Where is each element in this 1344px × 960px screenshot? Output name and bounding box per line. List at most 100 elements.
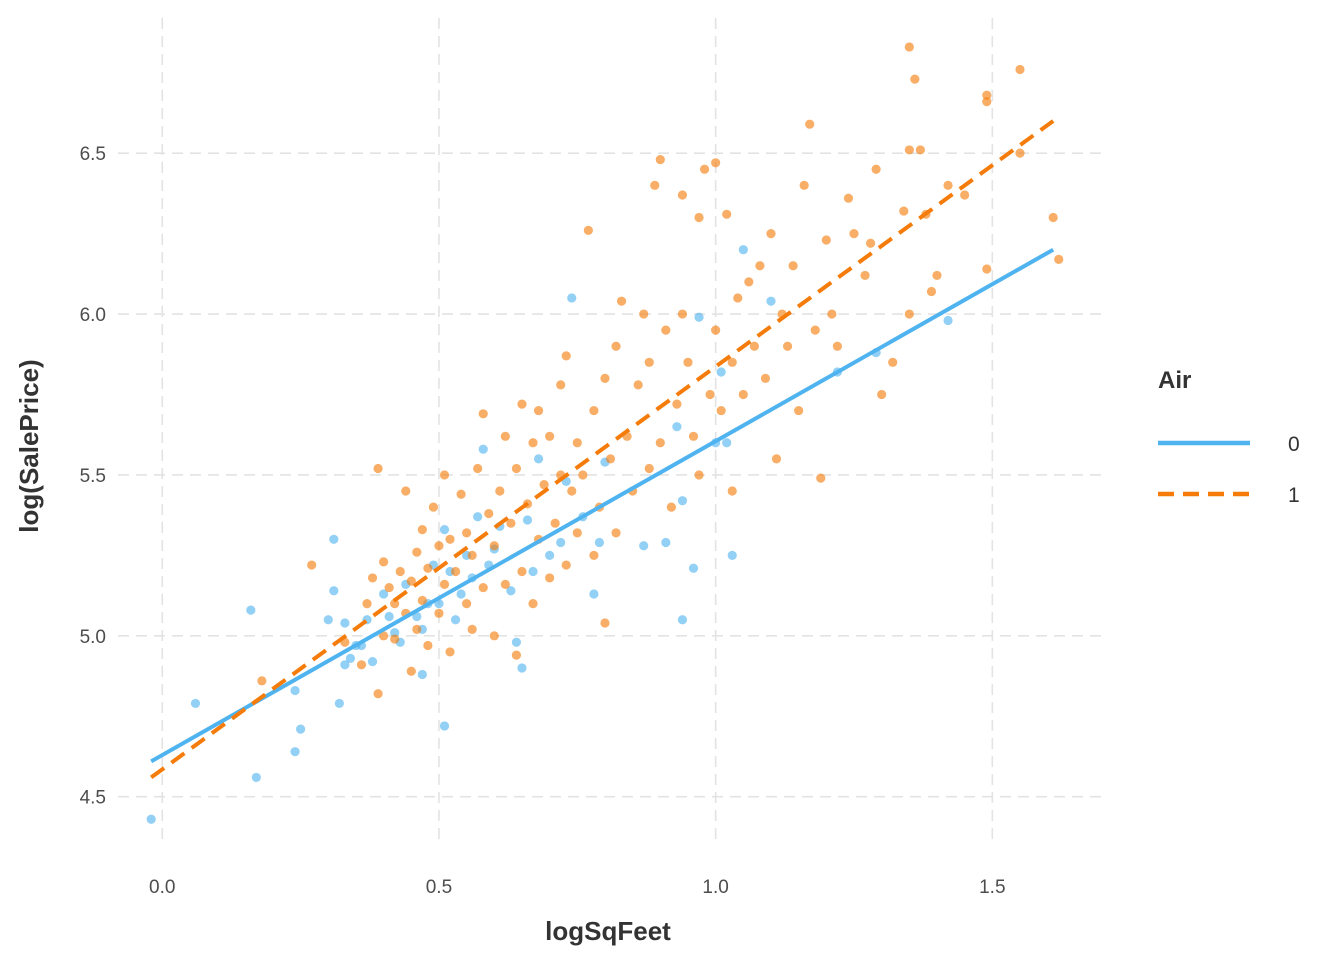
data-point-series-1 — [633, 380, 643, 390]
data-point-series-1 — [467, 624, 477, 635]
data-point-series-1 — [932, 270, 942, 281]
data-point-series-1 — [412, 624, 422, 635]
data-point-series-1 — [439, 470, 450, 480]
y-axis-ticks: 4.5 5.0 5.5 6.0 6.5 — [80, 144, 106, 809]
fit-lines — [150, 119, 1055, 780]
legend: Air 0 1 — [1158, 367, 1300, 507]
data-point-series-1 — [910, 74, 920, 84]
data-point-series-0 — [567, 293, 577, 303]
data-point-series-0 — [716, 367, 726, 377]
data-points — [146, 42, 1064, 824]
data-point-series-0 — [390, 628, 400, 638]
y-axis-title: log(SalePrice) — [14, 359, 44, 532]
data-point-series-1 — [589, 405, 599, 416]
data-point-series-1 — [362, 599, 372, 609]
data-point-series-1 — [373, 463, 383, 474]
data-point-series-1 — [711, 158, 721, 168]
legend-label-1: 1 — [1288, 484, 1300, 507]
data-point-series-1 — [699, 164, 710, 174]
data-point-series-0 — [340, 660, 350, 670]
data-point-series-1 — [821, 235, 831, 245]
data-point-series-1 — [982, 264, 992, 274]
data-point-series-1 — [733, 293, 743, 303]
data-point-series-1 — [666, 502, 676, 512]
data-point-series-1 — [401, 486, 411, 496]
data-point-series-1 — [677, 190, 688, 200]
x-axis-title: logSqFeet — [545, 916, 671, 946]
data-point-series-0 — [478, 444, 488, 454]
y-tick-label: 5.5 — [80, 466, 106, 487]
data-point-series-1 — [683, 357, 693, 367]
data-point-series-1 — [849, 228, 859, 239]
data-point-series-1 — [445, 534, 455, 544]
data-point-series-1 — [423, 640, 433, 651]
x-tick-label: 1.0 — [702, 877, 728, 898]
data-point-series-1 — [705, 389, 715, 400]
legend-label-0: 0 — [1288, 433, 1300, 456]
data-point-series-0 — [340, 618, 350, 628]
data-point-series-1 — [561, 351, 571, 361]
data-point-series-1 — [583, 225, 593, 235]
y-tick-label: 6.5 — [80, 144, 106, 165]
data-point-series-1 — [722, 209, 732, 219]
data-point-series-1 — [832, 341, 842, 351]
data-point-series-1 — [915, 145, 925, 155]
data-point-series-0 — [677, 496, 688, 506]
data-point-series-1 — [982, 97, 992, 107]
data-point-series-1 — [450, 566, 461, 577]
data-point-series-1 — [943, 180, 953, 190]
data-point-series-0 — [661, 537, 671, 548]
data-point-series-1 — [694, 470, 704, 480]
data-point-series-1 — [655, 438, 665, 448]
x-tick-label: 0.0 — [149, 877, 175, 898]
data-point-series-1 — [511, 463, 522, 474]
data-point-series-0 — [290, 685, 300, 696]
data-point-series-1 — [600, 373, 610, 384]
data-point-series-1 — [816, 473, 826, 483]
data-point-series-1 — [257, 676, 267, 686]
grid-lines — [118, 18, 1103, 845]
data-point-series-1 — [661, 325, 671, 335]
data-point-series-0 — [677, 615, 688, 625]
data-point-series-0 — [533, 454, 544, 464]
data-point-series-0 — [439, 721, 450, 731]
data-point-series-0 — [694, 312, 704, 322]
x-tick-label: 0.5 — [426, 877, 452, 898]
data-point-series-1 — [379, 631, 389, 641]
data-point-series-0 — [528, 566, 538, 577]
data-point-series-1 — [556, 380, 566, 390]
data-point-series-1 — [456, 489, 466, 499]
y-tick-label: 5.0 — [80, 627, 106, 648]
data-point-series-1 — [550, 518, 560, 528]
data-point-series-0 — [766, 296, 776, 306]
data-point-series-1 — [904, 42, 914, 52]
data-point-series-1 — [644, 357, 654, 367]
data-point-series-1 — [445, 647, 455, 657]
data-point-series-1 — [716, 405, 726, 416]
data-point-series-0 — [379, 589, 389, 599]
data-point-series-1 — [827, 309, 837, 319]
data-point-series-1 — [843, 193, 854, 203]
data-point-series-0 — [334, 698, 344, 709]
data-point-series-1 — [423, 563, 433, 573]
data-point-series-1 — [500, 431, 510, 441]
data-point-series-1 — [478, 409, 488, 419]
data-point-series-1 — [1054, 254, 1064, 264]
data-point-series-1 — [727, 486, 737, 496]
data-point-series-1 — [799, 180, 809, 190]
data-point-series-1 — [395, 566, 405, 577]
data-point-series-1 — [655, 154, 665, 165]
data-point-series-1 — [489, 631, 499, 641]
data-point-series-0 — [672, 422, 682, 432]
data-point-series-1 — [390, 599, 400, 609]
data-point-series-1 — [1015, 64, 1025, 75]
data-point-series-1 — [484, 508, 494, 519]
data-point-series-1 — [406, 666, 416, 676]
data-point-series-1 — [738, 389, 748, 400]
data-point-series-1 — [960, 190, 970, 200]
data-point-series-0 — [517, 663, 527, 673]
data-point-series-1 — [462, 528, 472, 538]
data-point-series-0 — [639, 541, 649, 551]
data-point-series-1 — [888, 357, 898, 367]
data-point-series-0 — [439, 525, 450, 535]
